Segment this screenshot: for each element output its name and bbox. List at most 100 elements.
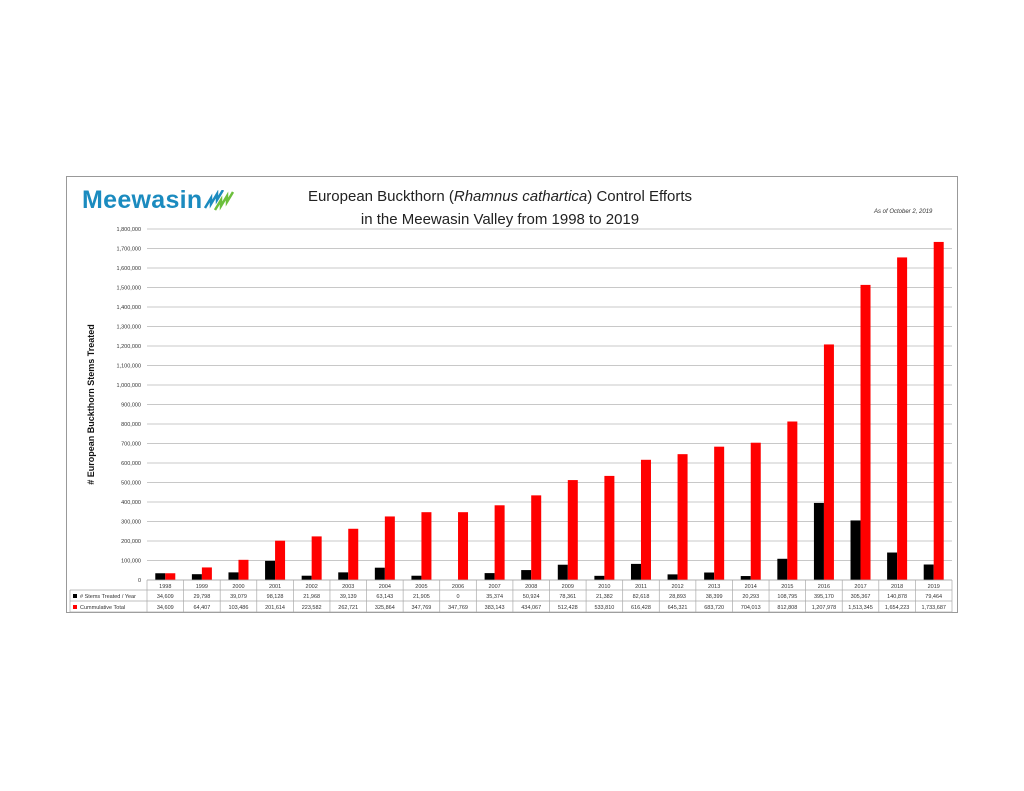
bar-stems bbox=[374, 567, 385, 580]
data-table-value: 34,609 bbox=[157, 605, 174, 611]
bar-stems bbox=[630, 563, 641, 580]
data-table-value: 512,428 bbox=[558, 605, 578, 611]
x-tick-label: 2008 bbox=[525, 584, 537, 590]
y-tick-label: 700,000 bbox=[121, 442, 141, 448]
y-tick-label: 1,100,000 bbox=[117, 364, 141, 370]
bar-cumulative bbox=[714, 446, 725, 580]
data-table-value: 35,374 bbox=[486, 594, 503, 600]
bar-stems bbox=[521, 570, 532, 580]
y-tick-label: 1,200,000 bbox=[117, 344, 141, 350]
data-table-value: 1,733,687 bbox=[921, 605, 945, 611]
chart-title: European Buckthorn (Rhamnus cathartica) … bbox=[307, 188, 693, 228]
y-tick-label: 1,300,000 bbox=[117, 325, 141, 331]
data-table-value: 103,486 bbox=[229, 605, 249, 611]
data-table-value: 262,721 bbox=[338, 605, 358, 611]
x-tick-label: 2007 bbox=[488, 584, 500, 590]
x-tick-label: 2019 bbox=[928, 584, 940, 590]
x-tick-label: 2010 bbox=[598, 584, 610, 590]
bar-stems bbox=[850, 520, 861, 580]
x-tick-label: 2004 bbox=[379, 584, 391, 590]
bar-stems bbox=[155, 573, 166, 580]
bar-cumulative bbox=[275, 540, 286, 580]
data-table-value: 683,720 bbox=[704, 605, 724, 611]
bar-cumulative bbox=[421, 512, 432, 580]
data-table-value: 1,654,223 bbox=[885, 605, 909, 611]
chart-frame bbox=[66, 176, 958, 613]
logo-text: Meewasin bbox=[82, 186, 203, 214]
bar-cumulative bbox=[567, 480, 578, 580]
bar-stems bbox=[265, 560, 276, 580]
data-table-value: 34,609 bbox=[157, 594, 174, 600]
y-tick-label: 1,700,000 bbox=[117, 247, 141, 253]
data-table-value: 1,207,978 bbox=[812, 605, 836, 611]
data-table-value: 533,810 bbox=[594, 605, 614, 611]
bar-cumulative bbox=[384, 516, 395, 580]
data-table-value: 704,013 bbox=[741, 605, 761, 611]
bar-stems bbox=[301, 575, 312, 580]
data-table-value: 347,769 bbox=[448, 605, 468, 611]
bar-stems bbox=[557, 564, 568, 580]
bar-cumulative bbox=[348, 528, 359, 580]
y-axis-label: # European Buckthorn Stems Treated bbox=[86, 324, 96, 485]
data-table-value: 0 bbox=[456, 594, 459, 600]
bar-cumulative bbox=[823, 344, 834, 580]
data-table-value: 21,382 bbox=[596, 594, 613, 600]
bar-cumulative bbox=[201, 567, 212, 580]
bar-stems bbox=[813, 502, 824, 580]
y-tick-label: 900,000 bbox=[121, 403, 141, 409]
y-tick-label: 1,400,000 bbox=[117, 305, 141, 311]
data-table-value: 347,769 bbox=[411, 605, 431, 611]
data-table-value: 64,407 bbox=[193, 605, 210, 611]
x-tick-label: 2009 bbox=[562, 584, 574, 590]
bar-cumulative bbox=[677, 454, 688, 580]
meewasin-logo: Meewasin bbox=[82, 186, 239, 215]
y-tick-label: 1,000,000 bbox=[117, 383, 141, 389]
y-tick-label: 1,800,000 bbox=[117, 227, 141, 233]
data-table-value: 812,808 bbox=[777, 605, 797, 611]
x-tick-label: 2014 bbox=[745, 584, 757, 590]
x-tick-label: 2006 bbox=[452, 584, 464, 590]
y-tick-label: 1,500,000 bbox=[117, 286, 141, 292]
bar-cumulative bbox=[494, 505, 505, 580]
data-table-value: 21,968 bbox=[303, 594, 320, 600]
bar-stems bbox=[667, 574, 678, 580]
bar-cumulative bbox=[640, 459, 651, 580]
y-tick-label: 800,000 bbox=[121, 422, 141, 428]
data-table-value: 78,361 bbox=[559, 594, 576, 600]
logo-wave-icon bbox=[203, 190, 234, 212]
bar-cumulative bbox=[933, 241, 944, 580]
x-tick-label: 2011 bbox=[635, 584, 647, 590]
legend-swatch bbox=[73, 605, 77, 609]
data-table-value: 28,893 bbox=[669, 594, 686, 600]
bar-cumulative bbox=[311, 536, 322, 580]
bar-cumulative bbox=[604, 475, 615, 580]
data-table-value: 21,905 bbox=[413, 594, 430, 600]
bar-cumulative bbox=[787, 421, 798, 580]
x-tick-label: 1999 bbox=[196, 584, 208, 590]
x-tick-label: 1998 bbox=[159, 584, 171, 590]
data-table-value: 325,864 bbox=[375, 605, 395, 611]
bar-cumulative bbox=[531, 495, 542, 580]
x-tick-label: 2015 bbox=[781, 584, 793, 590]
y-tick-label: 100,000 bbox=[121, 559, 141, 565]
bar-cumulative bbox=[165, 573, 176, 580]
bar-stems bbox=[191, 574, 202, 580]
data-table-value: 39,079 bbox=[230, 594, 247, 600]
legend-label: # Stems Treated / Year bbox=[80, 594, 136, 600]
y-tick-label: 300,000 bbox=[121, 520, 141, 526]
x-tick-label: 2013 bbox=[708, 584, 720, 590]
y-tick-label: 0 bbox=[138, 578, 141, 584]
data-table-value: 383,143 bbox=[485, 605, 505, 611]
x-tick-label: 2001 bbox=[269, 584, 281, 590]
data-table-value: 29,798 bbox=[193, 594, 210, 600]
data-table-value: 20,293 bbox=[742, 594, 759, 600]
data-table-value: 1,513,345 bbox=[848, 605, 872, 611]
data-table-value: 50,924 bbox=[523, 594, 540, 600]
legend-swatch bbox=[73, 594, 77, 598]
data-table-value: 79,464 bbox=[925, 594, 942, 600]
data-table-value: 434,067 bbox=[521, 605, 541, 611]
bar-cumulative bbox=[458, 512, 469, 580]
y-tick-label: 1,600,000 bbox=[117, 266, 141, 272]
bar-stems bbox=[777, 558, 788, 580]
bar-stems bbox=[338, 572, 349, 580]
